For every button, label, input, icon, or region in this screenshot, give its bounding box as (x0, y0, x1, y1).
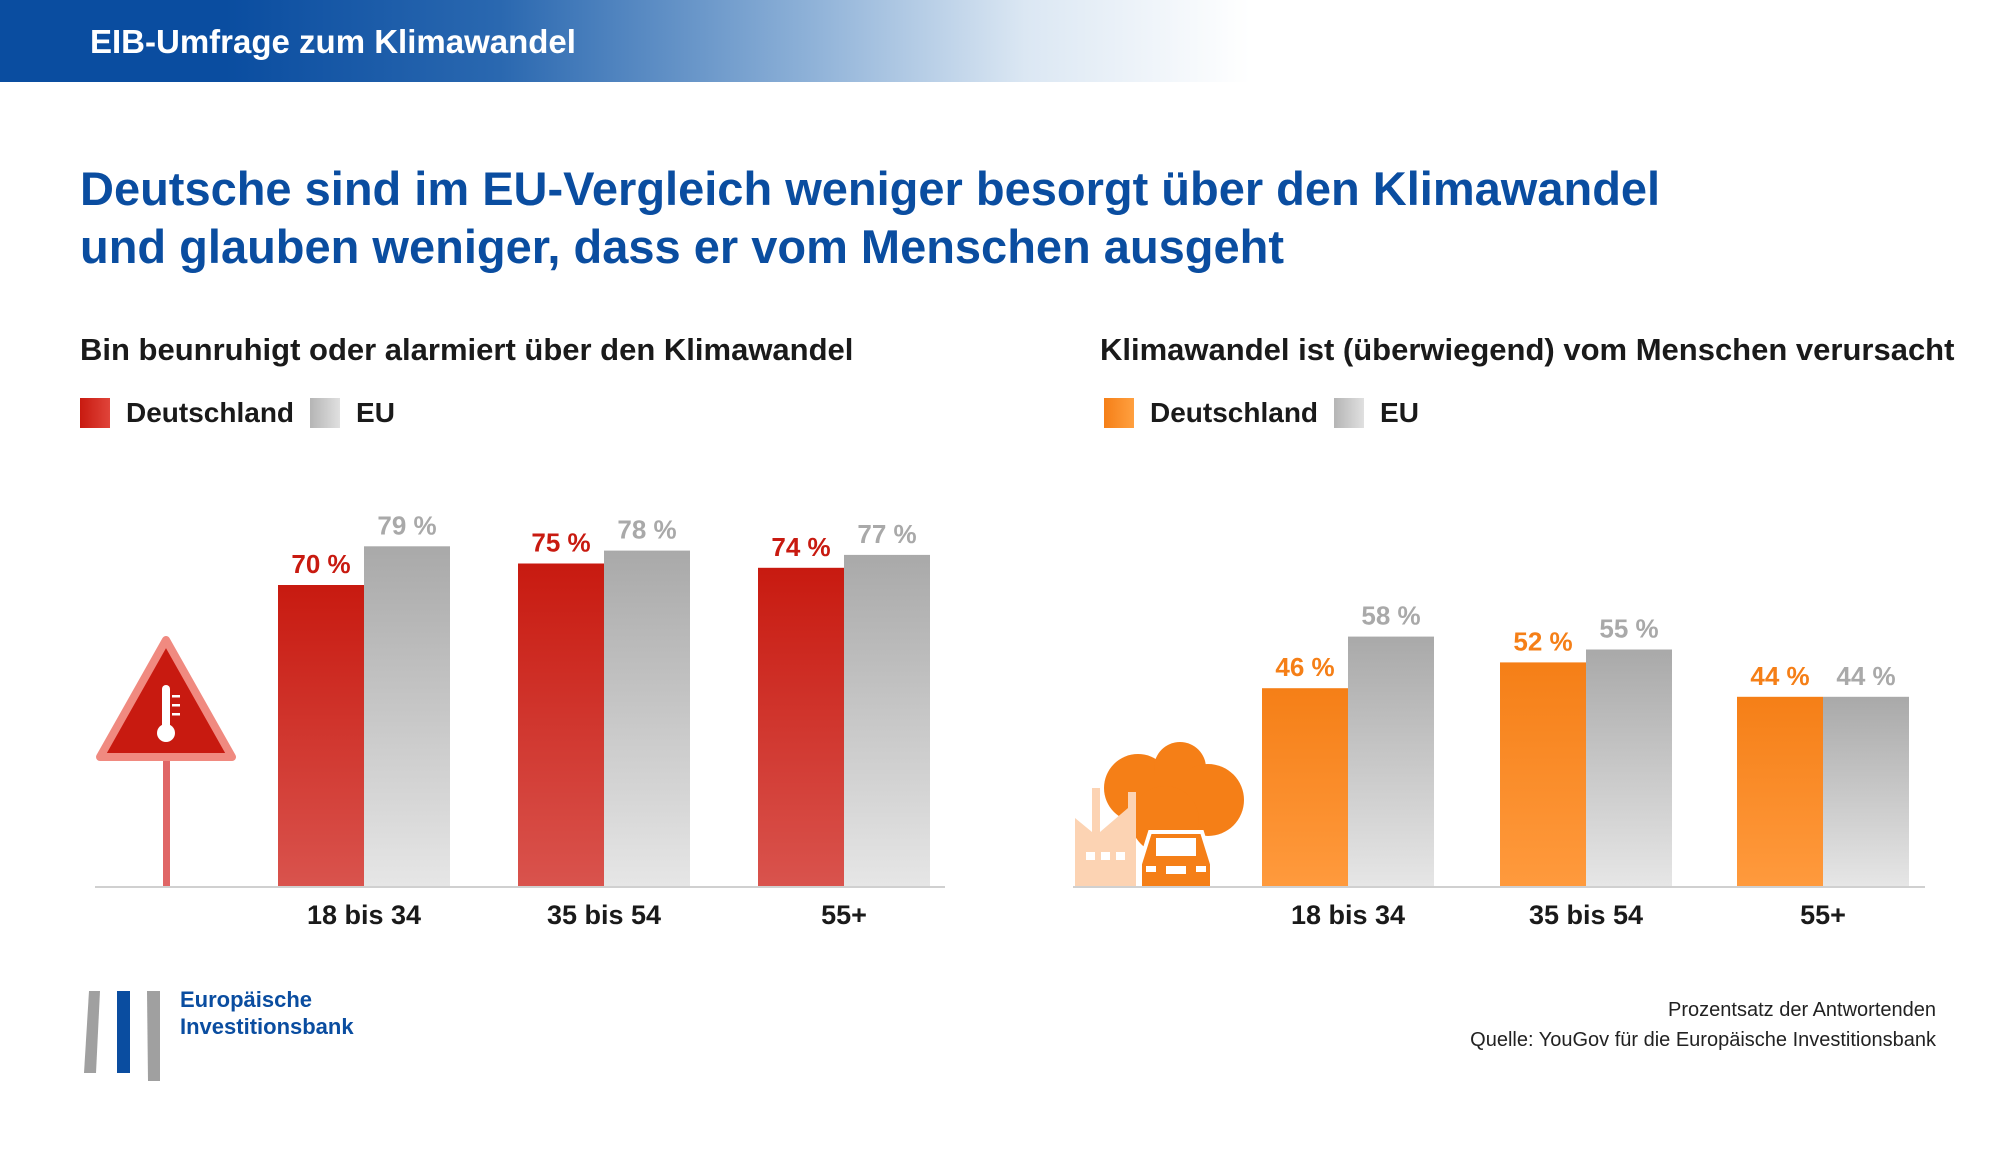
x-tick-label: 18 bis 34 (1291, 900, 1405, 930)
data-label-eu-1: 58 % (1361, 601, 1420, 631)
logo-line-1: Europäische (180, 987, 313, 1012)
data-label-deutschland-3: 44 % (1750, 661, 1809, 691)
data-label-eu-3: 77 % (857, 519, 916, 549)
x-tick-label: 55+ (1800, 900, 1846, 930)
data-label-deutschland-1: 46 % (1275, 652, 1334, 682)
data-label-eu-2: 55 % (1599, 614, 1658, 644)
page-title-line-2: und glauben weniger, dass er vom Mensche… (80, 220, 1285, 273)
page-title: Deutsche sind im EU-Vergleich weniger be… (80, 160, 1780, 276)
legend-swatch-deutschland (1104, 398, 1134, 428)
legend-swatch-deutschland (80, 398, 110, 428)
bar-deutschland-3 (758, 567, 844, 886)
eib-logo-text: Europäische Investitionsbank (180, 986, 354, 1040)
bar-deutschland-2 (1500, 662, 1586, 886)
bar-eu-1 (364, 546, 450, 886)
legend-label-deutschland: Deutschland (1150, 397, 1319, 428)
footnote: Prozentsatz der Antwortenden (1668, 999, 1936, 1021)
data-label-deutschland-3: 74 % (771, 532, 830, 562)
x-tick-label: 35 bis 54 (1529, 900, 1643, 930)
x-tick-label: 55+ (821, 900, 867, 930)
chart-1-title: Bin beunruhigt oder alarmiert über den K… (80, 332, 854, 367)
logo-line-2: Investitionsbank (180, 1014, 354, 1039)
x-tick-label: 35 bis 54 (547, 900, 661, 930)
chart-2-legend: Deutschland EU (1104, 397, 1435, 429)
thermometer-warning-sign-icon (96, 636, 236, 886)
x-tick-label: 18 bis 34 (307, 900, 421, 930)
bar-deutschland-1 (278, 585, 364, 886)
source-citation: Quelle: YouGov für die Europäische Inves… (1470, 1029, 1936, 1051)
bar-eu-2 (1586, 649, 1672, 886)
legend-label-eu: EU (356, 397, 395, 428)
data-label-eu-2: 78 % (617, 515, 676, 545)
data-label-eu-3: 44 % (1836, 661, 1895, 691)
bar-eu-1 (1348, 636, 1434, 886)
bar-deutschland-2 (518, 563, 604, 886)
data-label-deutschland-2: 75 % (531, 528, 590, 558)
header-banner: EIB-Umfrage zum Klimawandel (0, 0, 1250, 82)
chart-2-title: Klimawandel ist (überwiegend) vom Mensch… (1100, 332, 1955, 367)
source-note: Prozentsatz der Antwortenden Quelle: You… (1470, 995, 1936, 1055)
bar-deutschland-1 (1262, 688, 1348, 886)
bar-deutschland-3 (1737, 696, 1823, 886)
legend-swatch-eu (310, 398, 341, 428)
banner-title: EIB-Umfrage zum Klimawandel (90, 23, 576, 60)
bar-eu-3 (844, 554, 930, 886)
legend-label-deutschland: Deutschland (126, 397, 295, 428)
data-label-deutschland-1: 70 % (291, 549, 350, 579)
legend-label-eu: EU (1380, 397, 1419, 428)
bar-eu-3 (1823, 696, 1909, 886)
bar-eu-2 (604, 550, 690, 886)
chart-1-legend: Deutschland EU (80, 397, 411, 429)
page-title-line-1: Deutsche sind im EU-Vergleich weniger be… (80, 162, 1661, 215)
data-label-eu-1: 79 % (377, 510, 436, 540)
factory-car-pollution-icon (1075, 742, 1244, 890)
legend-swatch-eu (1334, 398, 1365, 428)
eib-logo-mark (84, 991, 160, 1081)
eib-logo (80, 985, 170, 1090)
data-label-deutschland-2: 52 % (1513, 626, 1572, 656)
